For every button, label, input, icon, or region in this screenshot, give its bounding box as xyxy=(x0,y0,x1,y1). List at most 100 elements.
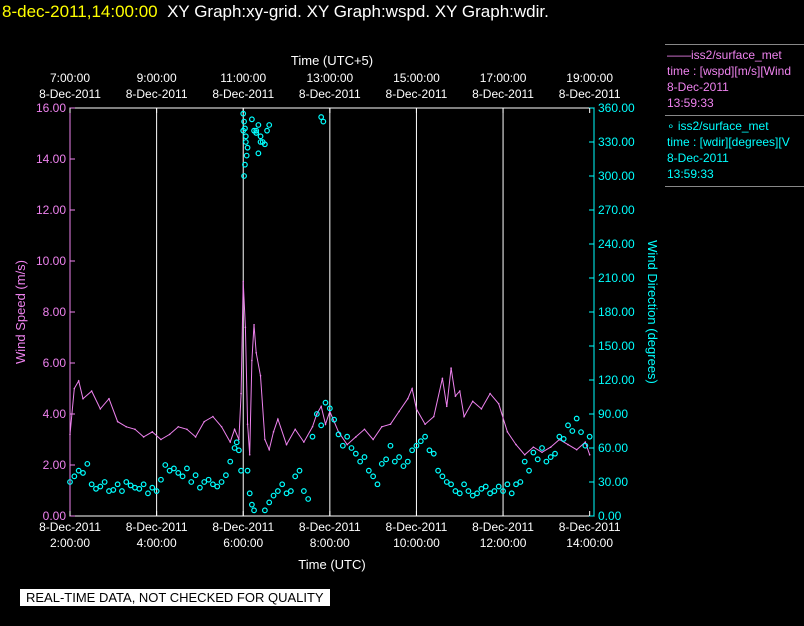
speed-point-51 xyxy=(398,410,400,413)
speed-point-36 xyxy=(285,443,288,446)
dir-point-2-8 xyxy=(253,130,260,136)
dir-point-1-38 xyxy=(231,445,238,451)
speed-point-22 xyxy=(238,438,240,441)
dir-point-1-73 xyxy=(348,445,355,451)
dir-point-1-86 xyxy=(404,458,411,465)
right-tick-label-10: 300.00 xyxy=(598,169,635,183)
speed-point-1 xyxy=(73,387,76,390)
dir-point-1-57 xyxy=(279,481,286,488)
dir-point-1-72 xyxy=(344,433,351,440)
speed-point-65 xyxy=(489,392,491,395)
top-tick-date-4: 8-Dec-2011 xyxy=(386,87,448,101)
dir-point-1-99 xyxy=(461,481,467,488)
dir-point-2-4 xyxy=(243,152,250,159)
speed-point-72 xyxy=(549,446,552,448)
dir-point-1-12 xyxy=(119,488,125,494)
speed-point-2 xyxy=(77,380,80,382)
top-tick-time-2: 11:00:00 xyxy=(220,71,266,85)
dir-point-1-83 xyxy=(391,458,398,465)
bottom-tick-date-3: 8-Dec-2011 xyxy=(299,520,361,534)
top-tick-time-0: 7:00:00 xyxy=(50,71,90,85)
dir-point-1-66 xyxy=(318,422,325,429)
speed-point-28 xyxy=(251,359,253,362)
right-tick-label-3: 90.00 xyxy=(598,407,628,421)
speed-point-38 xyxy=(303,441,305,443)
top-tick-time-3: 13:00:00 xyxy=(306,71,353,85)
speed-point-21 xyxy=(233,428,236,431)
dir-point-1-107 xyxy=(495,483,502,490)
speed-point-71 xyxy=(541,451,543,454)
dir-point-1-102 xyxy=(474,490,480,497)
dir-point-1-103 xyxy=(478,485,485,492)
speed-point-4 xyxy=(90,390,93,392)
dir-point-1-53 xyxy=(261,507,268,514)
speed-point-50 xyxy=(389,423,392,426)
speed-point-20 xyxy=(229,441,232,443)
top-tick-date-1: 8-Dec-2011 xyxy=(126,87,188,101)
dir-point-1-23 xyxy=(166,467,173,474)
quality-note: REAL-TIME DATA, NOT CHECKED FOR QUALITY xyxy=(20,589,330,606)
dir-point-1-91 xyxy=(426,447,433,454)
dir-point-1-118 xyxy=(543,458,550,465)
dir-point-1-59 xyxy=(287,488,294,494)
legend-entry-direction[interactable]: ∘ iss2/surface_met time : [wdir][degrees… xyxy=(665,116,804,187)
dir-point-1-31 xyxy=(201,479,208,485)
legend-entry-speed[interactable]: ——iss2/surface_met time : [wspd][m/s][Wi… xyxy=(665,44,804,116)
dir-point-2-10 xyxy=(257,133,264,140)
speed-point-8 xyxy=(125,425,128,428)
speed-point-49 xyxy=(381,425,383,428)
speed-point-11 xyxy=(151,431,154,433)
dir-point-1-22 xyxy=(162,462,169,468)
dir-point-1-127 xyxy=(582,442,589,449)
top-tick-time-5: 17:00:00 xyxy=(480,71,527,85)
left-tick-label-0: 0.00 xyxy=(43,509,67,523)
bottom-tick-time-6: 14:00:00 xyxy=(566,536,613,550)
bottom-tick-date-6: 8-Dec-2011 xyxy=(559,520,621,534)
dir-point-1-125 xyxy=(573,415,580,422)
top-tick-date-6: 8-Dec-2011 xyxy=(559,87,621,101)
legend: ——iss2/surface_met time : [wspd][m/s][Wi… xyxy=(665,44,804,187)
speed-point-39 xyxy=(311,425,314,428)
dir-point-2-12 xyxy=(261,141,268,148)
graph-titles: XY Graph:xy-grid. XY Graph:wspd. XY Grap… xyxy=(167,2,549,21)
speed-point-37 xyxy=(294,428,296,431)
speed-point-74 xyxy=(567,443,569,446)
speed-point-23 xyxy=(240,392,242,395)
left-tick-label-1: 2.00 xyxy=(43,458,67,472)
speed-point-67 xyxy=(506,431,509,433)
bottom-tick-date-0: 8-Dec-2011 xyxy=(39,520,101,534)
dir-point-1-26 xyxy=(179,473,186,480)
dir-point-1-40 xyxy=(235,447,242,454)
dir-point-1-52 xyxy=(257,139,264,145)
dir-point-1-79 xyxy=(374,481,381,488)
speed-point-10 xyxy=(142,436,145,438)
dir-point-1-6 xyxy=(93,485,99,492)
dir-point-1-37 xyxy=(227,458,234,465)
legend-dir-line2: time : [wdir][degrees][V xyxy=(667,135,790,149)
dir-point-1-48 xyxy=(248,501,255,508)
speed-point-61 xyxy=(458,390,461,392)
left-tick-label-3: 6.00 xyxy=(43,356,67,370)
dir-point-1-98 xyxy=(456,490,463,497)
speed-point-7 xyxy=(116,420,119,423)
dir-point-1-85 xyxy=(400,463,407,470)
dir-point-1-87 xyxy=(409,447,416,454)
speed-point-41 xyxy=(320,405,322,408)
left-tick-label-7: 14.00 xyxy=(36,152,66,166)
dir-point-1-51 xyxy=(255,150,262,157)
top-tick-date-2: 8-Dec-2011 xyxy=(212,87,274,101)
right-tick-label-5: 150.00 xyxy=(598,339,635,353)
top-tick-time-1: 9:00:00 xyxy=(137,71,177,85)
dir-point-2-0 xyxy=(240,110,247,117)
dir-point-1-32 xyxy=(205,476,212,483)
dir-point-1-55 xyxy=(270,492,277,499)
legend-dir-line3: 8-Dec-2011 xyxy=(667,151,729,165)
speed-point-3 xyxy=(82,397,84,400)
dir-point-1-109 xyxy=(504,481,511,488)
dir-point-1-61 xyxy=(296,467,303,474)
left-tick-label-2: 4.00 xyxy=(43,407,67,421)
title-bar: 8-dec-2011,14:00:00 XY Graph:xy-grid. XY… xyxy=(2,2,549,22)
dir-point-1-71 xyxy=(339,442,346,449)
dir-point-2-2 xyxy=(242,125,248,132)
dir-point-1-16 xyxy=(136,485,143,492)
